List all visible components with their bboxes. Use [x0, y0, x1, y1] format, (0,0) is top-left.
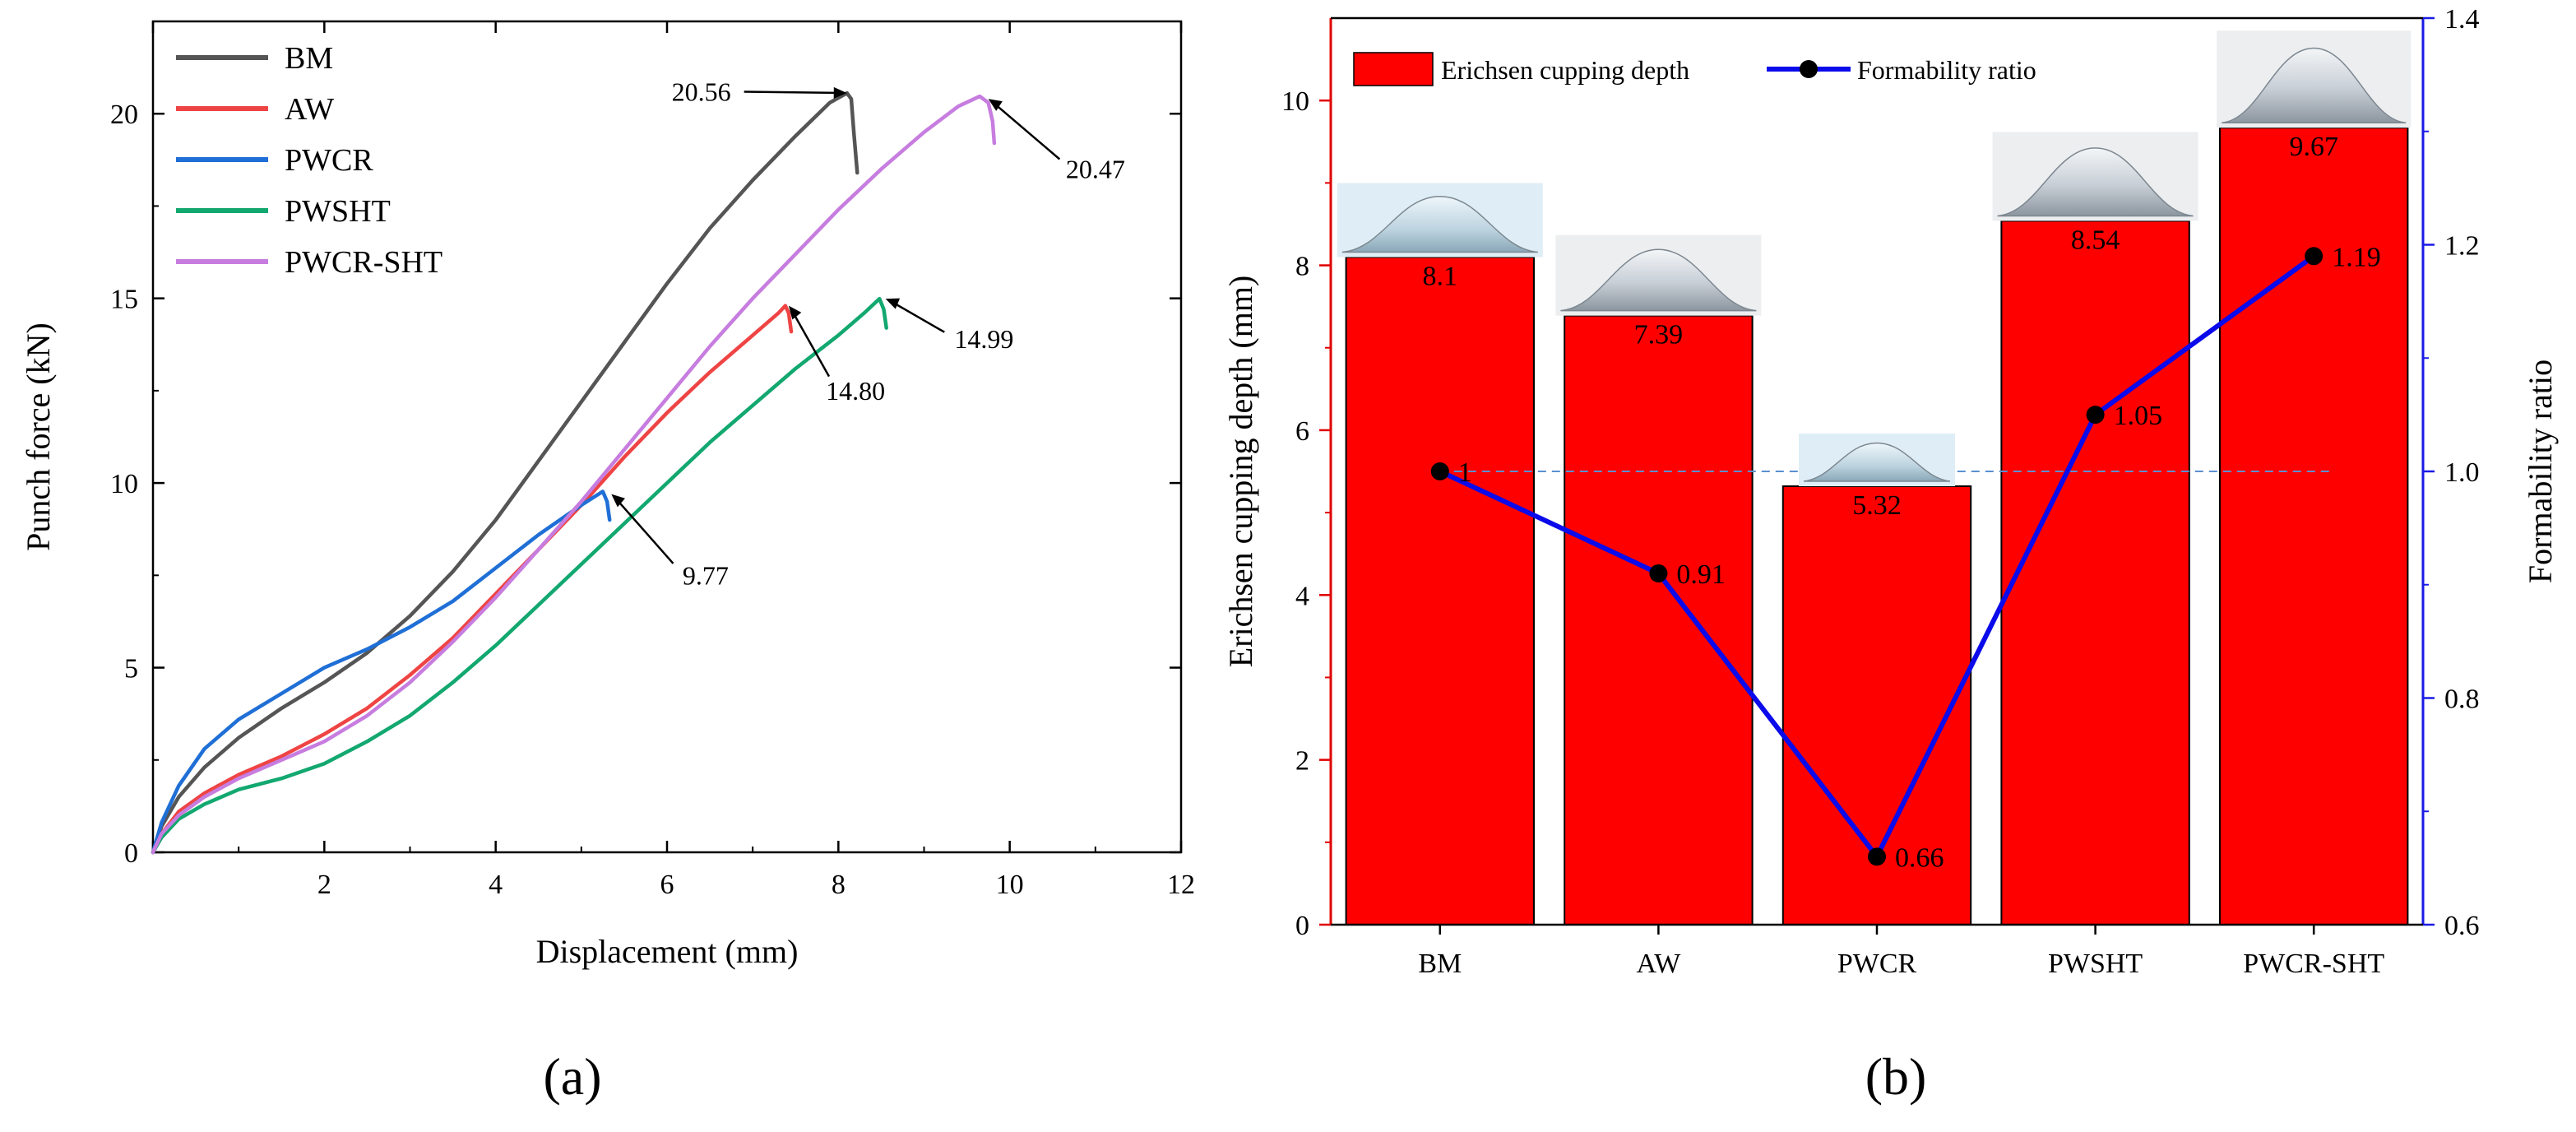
- ratio-point-label: 1.19: [2332, 242, 2381, 272]
- chart-a: 2 4 6 8 10 12 0 5 10 15 20 20.56 20.47 14.80 14.99 9.7…: [20, 20, 1195, 1106]
- legend-label-aw: AW: [285, 92, 334, 127]
- legend-label-pwcr-sht: PWCR-SHT: [285, 245, 442, 280]
- y-tick-label-b: 10: [1281, 86, 1309, 117]
- y2-tick-label-b: 0.6: [2444, 911, 2480, 941]
- legend-label-line: Formability ratio: [1857, 55, 2036, 85]
- y-tick-label-a: 0: [124, 838, 138, 869]
- annotation-label: 20.47: [1066, 155, 1125, 184]
- annotation-arrowhead: [885, 298, 901, 309]
- series-line-pwcr-sht: [151, 94, 997, 855]
- photo-insets-b: [1337, 30, 2412, 487]
- bars-group-b: [1345, 127, 2409, 926]
- x-tick-label-a: 8: [832, 870, 846, 900]
- dome-shape: [2222, 47, 2407, 123]
- annotation-arrowhead: [788, 305, 802, 320]
- bar-aw: [1564, 314, 1754, 926]
- annotation-arrow: [744, 90, 844, 95]
- x-axis-label-a: Displacement (mm): [536, 933, 799, 970]
- y-axis-label-b: Erichsen cupping depth (mm): [1222, 276, 1259, 668]
- series-line-aw: [151, 304, 794, 855]
- annotation-arrow: [613, 495, 674, 564]
- y-tick-label-a: 10: [110, 469, 138, 499]
- ratio-point-aw: [1649, 564, 1668, 582]
- bar-value-label: 5.32: [1852, 490, 1902, 521]
- legend-a: BM AW PWCR PWSHT PWCR-SHT: [176, 41, 442, 280]
- panel-label-b: (b): [1865, 1047, 1927, 1106]
- y2-tick-label-b: 1.0: [2444, 457, 2480, 488]
- legend-swatch-bar: [1353, 52, 1434, 86]
- series-line-bm: [151, 90, 859, 855]
- y2-tick-label-b: 1.2: [2444, 231, 2480, 262]
- annotation-label: 14.80: [826, 376, 885, 406]
- annotation-arrowhead: [611, 494, 625, 508]
- annotation-arrowhead: [833, 86, 847, 99]
- x-tick-label-a: 10: [996, 870, 1024, 900]
- legend-label-bar: Erichsen cupping depth: [1441, 55, 1689, 85]
- y-tick-label-b: 0: [1295, 911, 1309, 941]
- annotation-arrow: [790, 308, 831, 378]
- annotation-label: 20.56: [672, 77, 731, 106]
- x-tick-label-a: 2: [317, 870, 331, 900]
- y-axis-label-a: Punch force (kN): [20, 322, 57, 551]
- ratio-point-label: 1: [1458, 457, 1472, 488]
- y-tick-label-b: 2: [1295, 746, 1309, 777]
- y-tick-label-b: 8: [1295, 252, 1309, 282]
- bar-value-label: 7.39: [1634, 320, 1684, 350]
- y-tick-label-b: 6: [1295, 416, 1309, 447]
- ratio-point-label: 0.91: [1676, 559, 1725, 590]
- dome-shape: [1803, 442, 1951, 482]
- annotation-arrow: [990, 100, 1061, 160]
- bar-pwsht: [2000, 220, 2190, 926]
- y2-tick-label-b: 1.4: [2444, 4, 2480, 35]
- x-tick-label-b: AW: [1636, 949, 1681, 979]
- chart-b: 1 0.91 0.66 1.05 1.19 0 2 4 6 8 10 0.6 0.8 1.0 1.2 1.4…: [1222, 4, 2559, 1106]
- legend-b: Erichsen cupping depth Formability ratio: [1353, 52, 2036, 86]
- ratio-point-label: 0.66: [1895, 842, 1944, 873]
- x-tick-label-b: PWCR: [1837, 949, 1917, 979]
- y-tick-label-a: 5: [124, 654, 138, 684]
- annotation-label: 9.77: [683, 560, 729, 590]
- ratio-line-group-b: 1 0.91 0.66 1.05 1.19: [1430, 242, 2381, 873]
- y-tick-label-a: 20: [110, 100, 138, 130]
- y2-axis-label-b: Formability ratio: [2522, 360, 2559, 583]
- legend-swatch-marker: [1800, 60, 1818, 78]
- x-tick-label-b: PWCR-SHT: [2243, 949, 2384, 979]
- series-group-a: [151, 90, 997, 855]
- bar-value-label: 8.1: [1423, 262, 1458, 292]
- ratio-point-pwcr-sht: [2305, 247, 2323, 266]
- ratio-point-pwcr: [1868, 847, 1886, 866]
- x-tick-label-a: 4: [489, 870, 503, 900]
- x-tick-label-b: BM: [1418, 949, 1462, 979]
- series-line-pwcr: [151, 489, 612, 855]
- dome-shape: [1341, 195, 1538, 253]
- axis-ticks-a: 2 4 6 8 10 12 0 5 10 15 20: [110, 21, 1195, 900]
- legend-label-pwcr: PWCR: [285, 143, 373, 178]
- annotation-label: 14.99: [954, 324, 1013, 354]
- bar-value-label: 9.67: [2289, 132, 2338, 162]
- ratio-point-pwsht: [2086, 406, 2105, 424]
- ratio-point-bm: [1430, 462, 1449, 480]
- panel-label-a: (a): [543, 1047, 601, 1106]
- series-line-pwsht: [151, 296, 888, 855]
- y-tick-label-b: 4: [1295, 581, 1309, 611]
- x-tick-label-a: 12: [1167, 870, 1195, 900]
- legend-label-bm: BM: [285, 41, 333, 76]
- dome-shape: [1560, 248, 1757, 312]
- ratio-point-label: 1.05: [2114, 401, 2163, 431]
- annotations-a: 20.56 20.47 14.80 14.99 9.77: [611, 77, 1125, 590]
- bar-value-label: 8.54: [2071, 225, 2120, 255]
- annotation-arrowhead: [988, 99, 1003, 111]
- y2-tick-label-b: 0.8: [2444, 684, 2480, 715]
- dome-shape: [1997, 147, 2194, 217]
- annotation-arrow: [887, 299, 945, 333]
- x-tick-label-a: 6: [660, 870, 674, 900]
- axis-ticks-b: 0 2 4 6 8 10 0.6 0.8 1.0 1.2 1.4 BM AW PWCR PWSHT PWCR-…: [1281, 4, 2480, 979]
- y-tick-label-a: 15: [110, 285, 138, 315]
- bar-bm: [1345, 256, 1536, 926]
- legend-label-pwsht: PWSHT: [285, 194, 391, 229]
- x-tick-label-b: PWSHT: [2048, 949, 2143, 979]
